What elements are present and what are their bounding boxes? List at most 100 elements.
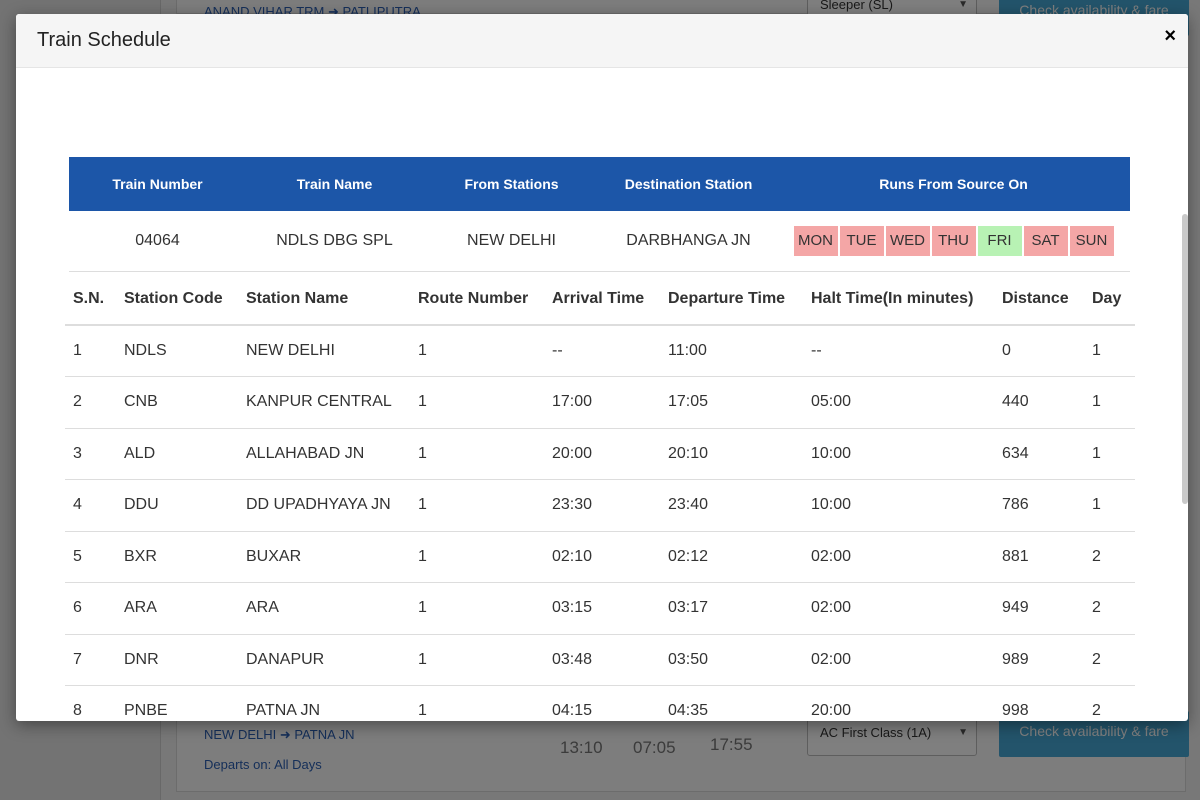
cell-route-number: 1: [410, 531, 544, 583]
train-summary-table: Train Number Train Name From Stations De…: [69, 157, 1130, 272]
running-days: MON TUE WED THU FRI SAT SUN: [777, 211, 1130, 272]
cell-distance: 440: [994, 376, 1084, 429]
cell-sn: 6: [65, 582, 116, 635]
cell-sn: 4: [65, 479, 116, 532]
cell-station-name: NEW DELHI: [238, 325, 410, 377]
table-row: 2 CNB KANPUR CENTRAL 1 17:00 17:05 05:00 440 1: [65, 376, 1135, 429]
cell-departure-time: 20:10: [660, 428, 803, 480]
table-row: 8 PNBE PATNA JN 1 04:15 04:35 20:00 998 2: [65, 685, 1135, 721]
header-train-number: Train Number: [69, 157, 246, 211]
cell-halt-time: 05:00: [803, 376, 994, 429]
header-station-name: Station Name: [238, 273, 410, 326]
day-chip-sun: SUN: [1069, 225, 1114, 256]
summary-header-row: Train Number Train Name From Stations De…: [69, 157, 1130, 211]
days-list: MON TUE WED THU FRI SAT SUN: [793, 225, 1114, 256]
header-halt-time: Halt Time(In minutes): [803, 273, 994, 326]
table-row: 7 DNR DANAPUR 1 03:48 03:50 02:00 989 2: [65, 634, 1135, 686]
cell-station-code: CNB: [116, 376, 238, 429]
cell-station-code: PNBE: [116, 685, 238, 721]
cell-departure-time: 17:05: [660, 376, 803, 429]
cell-halt-time: 02:00: [803, 634, 994, 686]
table-row: 1 NDLS NEW DELHI 1 -- 11:00 -- 0 1: [65, 325, 1135, 377]
cell-day: 2: [1084, 685, 1135, 721]
header-departure-time: Departure Time: [660, 273, 803, 326]
cell-sn: 1: [65, 325, 116, 377]
header-arrival-time: Arrival Time: [544, 273, 660, 326]
cell-day: 1: [1084, 479, 1135, 532]
cell-sn: 7: [65, 634, 116, 686]
cell-departure-time: 02:12: [660, 531, 803, 583]
cell-station-code: DNR: [116, 634, 238, 686]
header-runs-from-source: Runs From Source On: [777, 157, 1130, 211]
cell-arrival-time: 23:30: [544, 479, 660, 532]
cell-departure-time: 04:35: [660, 685, 803, 721]
cell-day: 1: [1084, 325, 1135, 377]
cell-station-name: BUXAR: [238, 531, 410, 583]
schedule-header-row: S.N. Station Code Station Name Route Num…: [65, 273, 1135, 326]
cell-route-number: 1: [410, 582, 544, 635]
header-station-code: Station Code: [116, 273, 238, 326]
train-number: 04064: [69, 211, 246, 272]
cell-distance: 881: [994, 531, 1084, 583]
cell-halt-time: 10:00: [803, 428, 994, 480]
header-train-name: Train Name: [246, 157, 423, 211]
table-row: 4 DDU DD UPADHYAYA JN 1 23:30 23:40 10:00 786 1: [65, 479, 1135, 532]
cell-halt-time: 20:00: [803, 685, 994, 721]
cell-halt-time: 02:00: [803, 582, 994, 635]
table-row: 3 ALD ALLAHABAD JN 1 20:00 20:10 10:00 634 1: [65, 428, 1135, 480]
cell-halt-time: 10:00: [803, 479, 994, 532]
cell-distance: 0: [994, 325, 1084, 377]
cell-sn: 5: [65, 531, 116, 583]
cell-station-code: BXR: [116, 531, 238, 583]
schedule-body: 1 NDLS NEW DELHI 1 -- 11:00 -- 0 1 2 CNB KANPUR CEN…: [65, 325, 1135, 721]
table-row: 5 BXR BUXAR 1 02:10 02:12 02:00 881 2: [65, 531, 1135, 583]
cell-day: 1: [1084, 428, 1135, 480]
modal-title: Train Schedule: [37, 29, 171, 51]
cell-sn: 3: [65, 428, 116, 480]
cell-distance: 949: [994, 582, 1084, 635]
cell-station-code: ALD: [116, 428, 238, 480]
cell-departure-time: 03:50: [660, 634, 803, 686]
cell-station-name: ARA: [238, 582, 410, 635]
cell-station-name: KANPUR CENTRAL: [238, 376, 410, 429]
close-icon[interactable]: ×: [1164, 25, 1176, 47]
cell-halt-time: --: [803, 325, 994, 377]
cell-departure-time: 11:00: [660, 325, 803, 377]
cell-station-code: ARA: [116, 582, 238, 635]
cell-distance: 634: [994, 428, 1084, 480]
cell-arrival-time: 04:15: [544, 685, 660, 721]
header-route-number: Route Number: [410, 273, 544, 326]
schedule-table: S.N. Station Code Station Name Route Num…: [65, 273, 1135, 721]
summary-row: 04064 NDLS DBG SPL NEW DELHI DARBHANGA J…: [69, 211, 1130, 272]
cell-route-number: 1: [410, 428, 544, 480]
cell-station-code: NDLS: [116, 325, 238, 377]
header-sn: S.N.: [65, 273, 116, 326]
cell-sn: 2: [65, 376, 116, 429]
modal-scrollbar[interactable]: [1182, 214, 1188, 504]
day-chip-fri: FRI: [977, 225, 1022, 256]
cell-arrival-time: 20:00: [544, 428, 660, 480]
day-chip-tue: TUE: [839, 225, 884, 256]
cell-day: 2: [1084, 582, 1135, 635]
cell-route-number: 1: [410, 325, 544, 377]
cell-route-number: 1: [410, 376, 544, 429]
from-station: NEW DELHI: [423, 211, 600, 272]
cell-arrival-time: --: [544, 325, 660, 377]
modal-header: Train Schedule ×: [16, 14, 1188, 68]
cell-route-number: 1: [410, 479, 544, 532]
cell-day: 1: [1084, 376, 1135, 429]
cell-day: 2: [1084, 634, 1135, 686]
day-chip-wed: WED: [885, 225, 930, 256]
day-chip-thu: THU: [931, 225, 976, 256]
cell-station-name: ALLAHABAD JN: [238, 428, 410, 480]
header-distance: Distance: [994, 273, 1084, 326]
cell-station-name: DD UPADHYAYA JN: [238, 479, 410, 532]
cell-distance: 989: [994, 634, 1084, 686]
day-chip-sat: SAT: [1023, 225, 1068, 256]
header-from-stations: From Stations: [423, 157, 600, 211]
cell-halt-time: 02:00: [803, 531, 994, 583]
cell-distance: 786: [994, 479, 1084, 532]
cell-arrival-time: 03:48: [544, 634, 660, 686]
train-name: NDLS DBG SPL: [246, 211, 423, 272]
cell-route-number: 1: [410, 685, 544, 721]
